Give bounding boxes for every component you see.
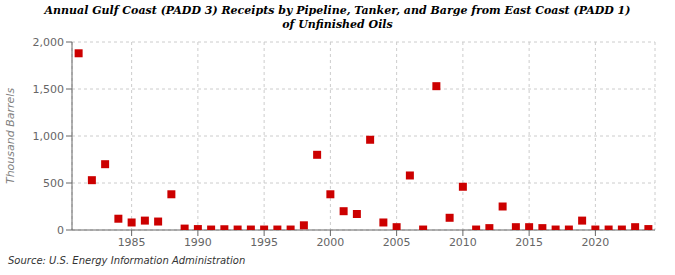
svg-text:2020: 2020 <box>581 236 609 249</box>
svg-text:1990: 1990 <box>184 236 212 249</box>
svg-text:2015: 2015 <box>515 236 543 249</box>
svg-text:1995: 1995 <box>250 236 278 249</box>
svg-text:1,500: 1,500 <box>33 83 65 96</box>
svg-text:1985: 1985 <box>118 236 146 249</box>
svg-text:2,000: 2,000 <box>33 36 65 49</box>
html-text:of Unfinished Oils: of Unfinished Oils <box>282 18 393 31</box>
svg-text:2010: 2010 <box>449 236 477 249</box>
svg-text:1,000: 1,000 <box>33 130 65 143</box>
svg-text:2000: 2000 <box>316 236 344 249</box>
svg-text:2005: 2005 <box>383 236 411 249</box>
svg-text:Thousand Barrels: Thousand Barrels <box>8 88 17 184</box>
html-text:Source: U.S. Energy Informatio: Source: U.S. Energy Information Administ… <box>8 255 246 266</box>
html-text:Annual Gulf Coast (PADD 3) Rec: Annual Gulf Coast (PADD 3) Receipts by P… <box>44 4 631 17</box>
svg-text:500: 500 <box>43 177 64 190</box>
svg-text:0: 0 <box>57 224 64 237</box>
